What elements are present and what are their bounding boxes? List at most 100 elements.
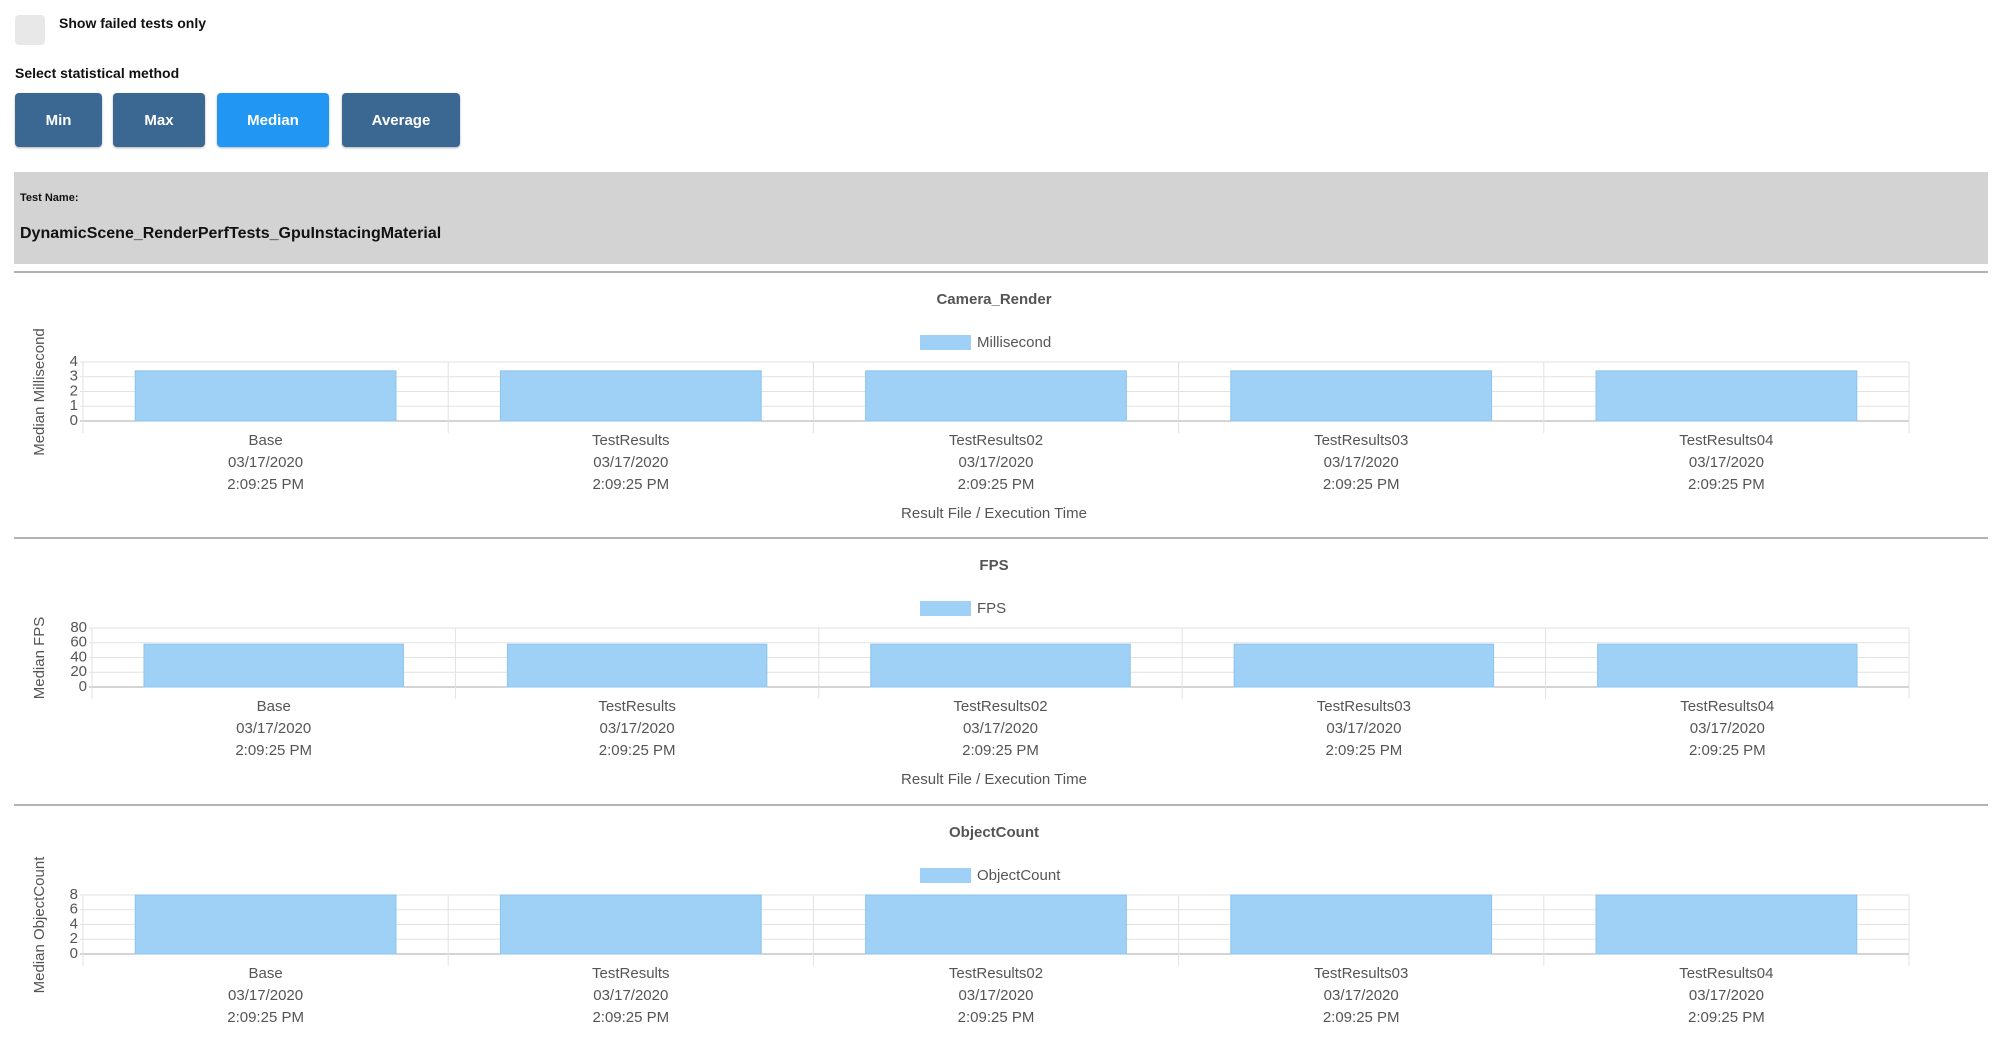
chart-title: ObjectCount (949, 824, 1039, 841)
x-tick-label: 03/17/2020 (958, 987, 1033, 1004)
x-tick-label: 2:09:25 PM (235, 742, 312, 759)
legend-label: ObjectCount (977, 867, 1061, 884)
x-tick-label: TestResults02 (949, 432, 1043, 449)
x-tick-label: 2:09:25 PM (599, 742, 676, 759)
bar (499, 370, 762, 422)
bar (134, 894, 397, 955)
y-axis-label: Median FPS (31, 617, 48, 700)
bar (870, 643, 1131, 688)
bar (134, 370, 397, 422)
y-tick-label: 0 (70, 945, 78, 962)
method-button[interactable]: Min (15, 93, 102, 147)
method-button[interactable]: Median (217, 93, 329, 147)
chart-title: FPS (979, 557, 1008, 574)
x-tick-label: Base (248, 432, 282, 449)
x-tick-label: 03/17/2020 (228, 454, 303, 471)
x-tick-label: 2:09:25 PM (962, 742, 1039, 759)
x-tick-label: 2:09:25 PM (592, 476, 669, 493)
y-tick-label: 80 (70, 619, 87, 636)
bar (865, 370, 1127, 422)
x-tick-label: 03/17/2020 (1324, 987, 1399, 1004)
x-tick-label: 03/17/2020 (600, 720, 675, 737)
x-tick-label: TestResults03 (1317, 698, 1411, 715)
y-tick-label: 1 (70, 397, 78, 414)
x-tick-label: 03/17/2020 (236, 720, 311, 737)
legend-swatch (920, 601, 971, 616)
y-tick-label: 2 (70, 382, 78, 399)
x-tick-label: 03/17/2020 (1689, 987, 1764, 1004)
x-tick-label: 03/17/2020 (963, 720, 1038, 737)
y-tick-label: 4 (70, 915, 78, 932)
bar (865, 894, 1127, 955)
method-label: Select statistical method (15, 65, 180, 81)
bar (499, 894, 762, 955)
x-tick-label: TestResults04 (1679, 432, 1773, 449)
x-tick-label: TestResults04 (1679, 965, 1773, 982)
method-button[interactable]: Average (342, 93, 460, 147)
legend-swatch (920, 335, 971, 350)
x-tick-label: Base (257, 698, 291, 715)
x-tick-label: 2:09:25 PM (1688, 476, 1765, 493)
x-axis-label: Result File / Execution Time (901, 505, 1087, 522)
test-name: DynamicScene_RenderPerfTests_GpuInstacin… (20, 225, 442, 242)
x-tick-label: 03/17/2020 (593, 987, 668, 1004)
y-axis-label: Median ObjectCount (31, 856, 48, 994)
method-button[interactable]: Max (113, 93, 205, 147)
x-tick-label: TestResults (598, 698, 676, 715)
x-tick-label: 2:09:25 PM (227, 476, 304, 493)
x-tick-label: 03/17/2020 (1324, 454, 1399, 471)
chart-title: Camera_Render (936, 291, 1051, 308)
y-tick-label: 4 (70, 353, 78, 370)
y-axis-label: Median Millisecond (31, 328, 48, 456)
x-tick-label: 2:09:25 PM (1689, 742, 1766, 759)
x-tick-label: TestResults (592, 965, 670, 982)
y-tick-label: 8 (70, 886, 78, 903)
checkbox-label[interactable]: Show failed tests only (59, 15, 207, 31)
y-tick-label: 0 (70, 412, 78, 429)
x-tick-label: 2:09:25 PM (958, 476, 1035, 493)
x-tick-label: 03/17/2020 (593, 454, 668, 471)
x-tick-label: TestResults04 (1680, 698, 1774, 715)
legend-label: FPS (977, 600, 1006, 617)
y-tick-label: 40 (70, 648, 87, 665)
x-tick-label: 2:09:25 PM (1323, 476, 1400, 493)
bar (143, 643, 404, 688)
x-tick-label: 2:09:25 PM (592, 1009, 669, 1026)
x-axis-label: Result File / Execution Time (901, 771, 1087, 788)
bar (1595, 894, 1858, 955)
checkbox[interactable] (15, 15, 45, 45)
y-tick-label: 20 (70, 663, 87, 680)
x-tick-label: TestResults02 (949, 965, 1043, 982)
y-tick-label: 60 (70, 634, 87, 651)
test-header (14, 172, 1988, 264)
x-tick-label: TestResults02 (953, 698, 1047, 715)
y-tick-label: 2 (70, 930, 78, 947)
bar (506, 643, 768, 688)
legend-label: Millisecond (977, 334, 1051, 351)
x-tick-label: 03/17/2020 (228, 987, 303, 1004)
x-tick-label: 2:09:25 PM (227, 1009, 304, 1026)
y-tick-label: 6 (70, 901, 78, 918)
x-tick-label: 03/17/2020 (1326, 720, 1401, 737)
bar (1597, 643, 1858, 688)
x-tick-label: 03/17/2020 (1689, 454, 1764, 471)
x-tick-label: TestResults03 (1314, 432, 1408, 449)
x-tick-label: Base (248, 965, 282, 982)
x-tick-label: 03/17/2020 (1690, 720, 1765, 737)
legend-swatch (920, 868, 971, 883)
bar (1595, 370, 1858, 422)
y-tick-label: 0 (79, 678, 87, 695)
bar (1230, 894, 1493, 955)
bar (1233, 643, 1495, 688)
x-tick-label: 03/17/2020 (958, 454, 1033, 471)
bar (1230, 370, 1493, 422)
y-tick-label: 3 (70, 368, 78, 385)
x-tick-label: 2:09:25 PM (958, 1009, 1035, 1026)
x-tick-label: 2:09:25 PM (1326, 742, 1403, 759)
x-tick-label: 2:09:25 PM (1323, 1009, 1400, 1026)
x-tick-label: 2:09:25 PM (1688, 1009, 1765, 1026)
x-tick-label: TestResults03 (1314, 965, 1408, 982)
